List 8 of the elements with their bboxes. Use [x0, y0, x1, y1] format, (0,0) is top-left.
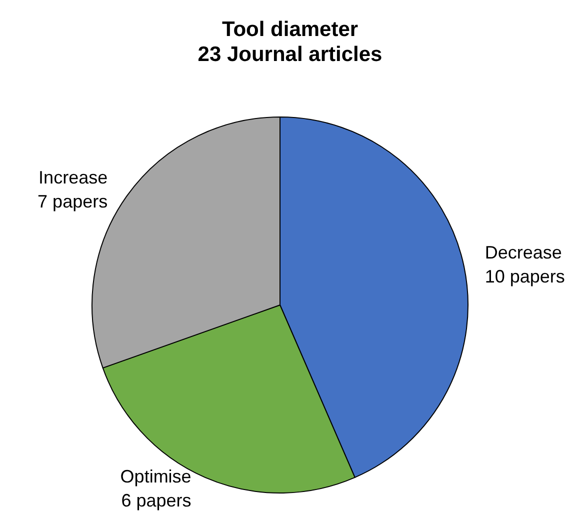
slice-label: Increase [38, 168, 108, 188]
data-label: 10 papers [484, 266, 565, 286]
slice-label: Optimise [120, 466, 192, 486]
slice-label: Decrease [484, 242, 562, 262]
chart-title: Tool diameter [222, 18, 358, 41]
data-label: 6 papers [121, 490, 192, 510]
chart-subtitle: 23 Journal articles [198, 43, 382, 66]
data-label: 7 papers [38, 192, 108, 212]
